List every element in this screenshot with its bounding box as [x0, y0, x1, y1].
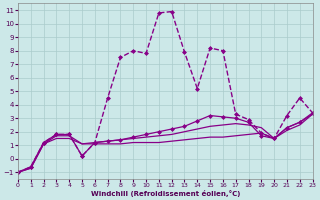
X-axis label: Windchill (Refroidissement éolien,°C): Windchill (Refroidissement éolien,°C) [91, 190, 240, 197]
